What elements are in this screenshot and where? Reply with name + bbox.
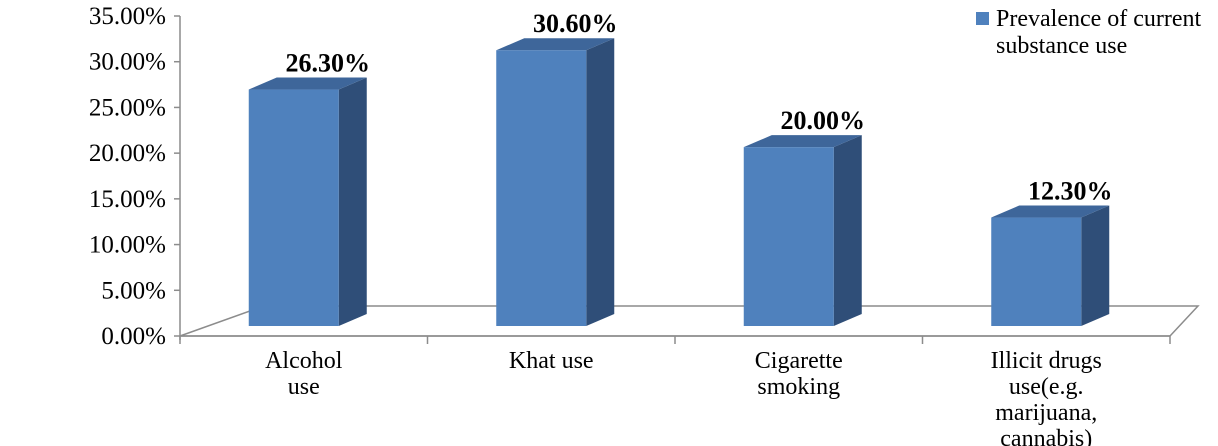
x-tick-label: smoking	[757, 374, 840, 400]
x-tick-label: Khat use	[509, 348, 594, 374]
bar-top	[743, 135, 862, 148]
bar	[496, 50, 587, 326]
x-tick-label: marijuana,	[995, 400, 1097, 426]
data-label: 20.00%	[781, 106, 866, 135]
y-tick-label: 20.00%	[89, 140, 166, 167]
bar-top	[496, 38, 615, 51]
y-tick-label: 5.00%	[101, 277, 166, 304]
data-label: 12.30%	[1028, 177, 1113, 206]
bar-top	[248, 77, 367, 90]
data-label: 30.60%	[533, 9, 618, 38]
y-tick-label: 15.00%	[89, 186, 166, 213]
x-tick-label: use	[288, 374, 320, 400]
bar-side	[833, 135, 862, 326]
bar-side	[586, 38, 615, 326]
x-tick-label: cannabis)	[1000, 426, 1092, 446]
bar-side	[1081, 205, 1110, 326]
x-tick-label: Illicit drugs	[991, 348, 1102, 374]
data-label: 26.30%	[286, 49, 371, 78]
x-tick-label: Cigarette	[755, 348, 843, 374]
bar-top	[991, 205, 1110, 218]
bar-side	[338, 77, 367, 327]
legend-swatch	[976, 12, 989, 25]
y-tick-label: 35.00%	[89, 3, 166, 30]
y-tick-label: 10.00%	[89, 232, 166, 259]
x-tick-label: use(e.g.	[1009, 374, 1084, 400]
x-tick-label: Alcohol	[265, 348, 343, 374]
bar	[991, 217, 1082, 326]
y-tick-label: 30.00%	[89, 49, 166, 76]
y-tick-label: 25.00%	[89, 94, 166, 121]
bar	[743, 147, 834, 326]
bar	[248, 89, 339, 327]
legend-label: Prevalence of current	[996, 6, 1202, 32]
y-tick-label: 0.00%	[101, 323, 166, 350]
legend-label: substance use	[996, 33, 1127, 59]
